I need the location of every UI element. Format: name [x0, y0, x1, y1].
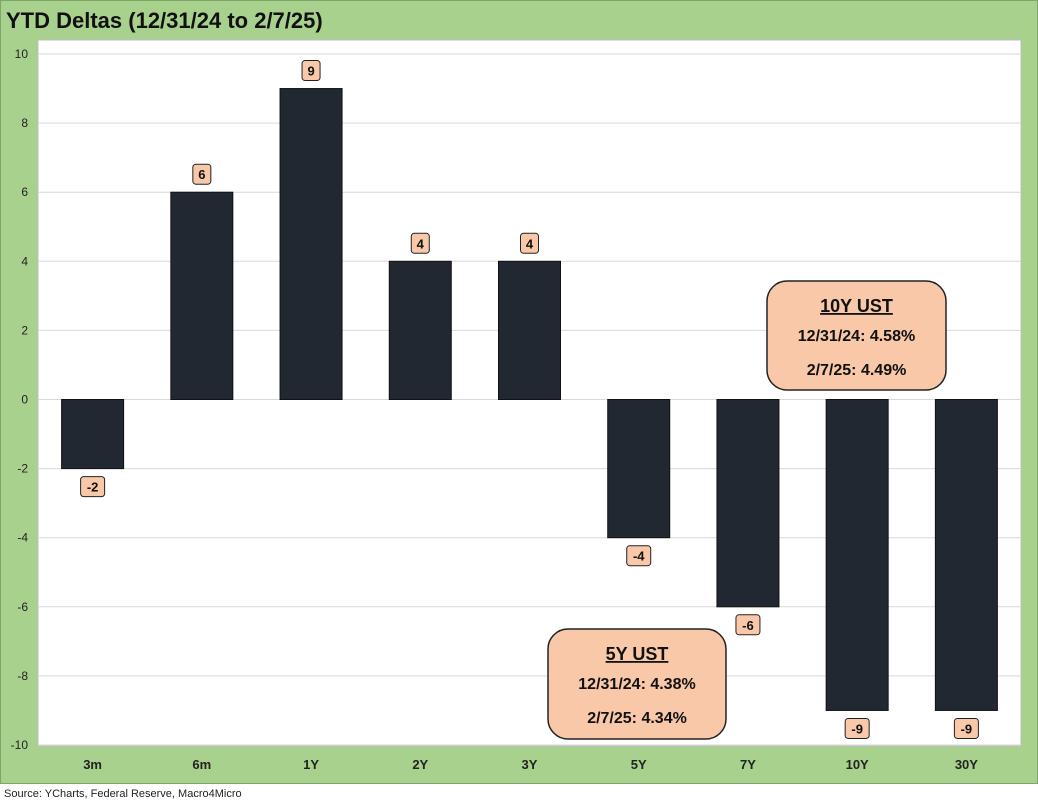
bar-3Y: [498, 260, 561, 400]
x-tick-label: 5Y: [631, 757, 647, 772]
data-label-text: 4: [417, 236, 425, 251]
x-tick-label: 30Y: [955, 757, 978, 772]
data-label-box: [844, 717, 870, 739]
data-label-10Y: -9: [844, 717, 870, 739]
bar-3m: [61, 399, 125, 470]
chart-title: YTD Deltas (12/31/24 to 2/7/25): [6, 8, 323, 33]
data-label-text: -9: [851, 721, 863, 736]
data-label-box: [735, 614, 761, 636]
bar-5Y: [607, 399, 671, 539]
bar-1Y: [279, 88, 343, 401]
data-label-2Y: 4: [410, 232, 430, 254]
bar-30Y: [934, 399, 998, 711]
source-note: Source: YCharts, Federal Reserve, Macro4…: [4, 788, 242, 800]
bar-6m: [170, 191, 234, 400]
y-tick-label: 8: [21, 116, 28, 130]
y-tick-label: 10: [15, 47, 29, 61]
data-label-7Y: -6: [735, 614, 761, 636]
data-label-1Y: 9: [301, 60, 321, 82]
y-tick-label: 2: [21, 323, 28, 337]
annotation-10y-box: [766, 280, 947, 391]
y-tick-label: -6: [17, 600, 28, 614]
data-label-box: [80, 476, 106, 498]
annotation-5y: 5Y UST 12/31/24: 4.38% 2/7/25: 4.34%: [547, 628, 727, 740]
y-tick-label: -10: [11, 738, 29, 752]
data-label-3Y: 4: [520, 232, 539, 254]
x-tick-label: 6m: [192, 757, 211, 772]
data-label-3m: -2: [80, 476, 106, 498]
annotation-5y-end: 2/7/25: 4.34%: [587, 710, 687, 727]
bar-chart: 10 8 6 4 2 0 -2 -4 -6 -8 -10 -2 6 9 4 4 -4 -6 -9 -9 3m 6m 1Y…: [11, 39, 1022, 772]
data-label-text: 4: [526, 236, 534, 251]
data-label-text: -6: [742, 618, 754, 633]
annotation-10y: 10Y UST 12/31/24: 4.58% 2/7/25: 4.49%: [766, 280, 947, 391]
annotation-10y-start: 12/31/24: 4.58%: [798, 328, 915, 345]
data-label-text: -9: [961, 721, 973, 736]
bar-10Y: [825, 399, 889, 711]
x-tick-label: 7Y: [740, 757, 756, 772]
y-tick-label: -4: [17, 531, 28, 545]
data-label-30Y: -9: [953, 717, 979, 739]
data-label-box: [626, 545, 652, 567]
bar-7Y: [716, 399, 780, 608]
x-tick-label: 3m: [83, 757, 102, 772]
data-label-text: 6: [198, 167, 205, 182]
data-label-5Y: -4: [626, 545, 652, 567]
y-tick-label: -2: [17, 462, 28, 476]
annotation-5y-box: [547, 628, 727, 740]
x-tick-label: 2Y: [412, 757, 428, 772]
y-tick-label: -8: [17, 669, 28, 683]
annotation-5y-title: 5Y UST: [606, 644, 669, 664]
data-label-box: [301, 60, 321, 82]
data-label-box: [192, 163, 212, 185]
y-tick-label: 4: [21, 254, 28, 268]
x-tick-label: 10Y: [846, 757, 869, 772]
annotation-10y-end: 2/7/25: 4.49%: [807, 362, 907, 379]
y-tick-label: 0: [21, 393, 28, 407]
annotation-5y-start: 12/31/24: 4.38%: [578, 676, 695, 693]
data-label-text: 9: [307, 64, 314, 79]
bar-2Y: [388, 260, 452, 400]
x-tick-label: 3Y: [522, 757, 538, 772]
data-label-6m: 6: [192, 163, 212, 185]
data-label-text: -4: [633, 549, 645, 564]
y-tick-label: 6: [21, 185, 28, 199]
annotation-10y-title: 10Y UST: [820, 296, 893, 316]
data-label-box: [953, 717, 979, 739]
data-label-text: -2: [87, 480, 99, 495]
x-tick-label: 1Y: [303, 757, 319, 772]
data-label-box: [410, 232, 430, 254]
data-label-box: [520, 232, 539, 254]
